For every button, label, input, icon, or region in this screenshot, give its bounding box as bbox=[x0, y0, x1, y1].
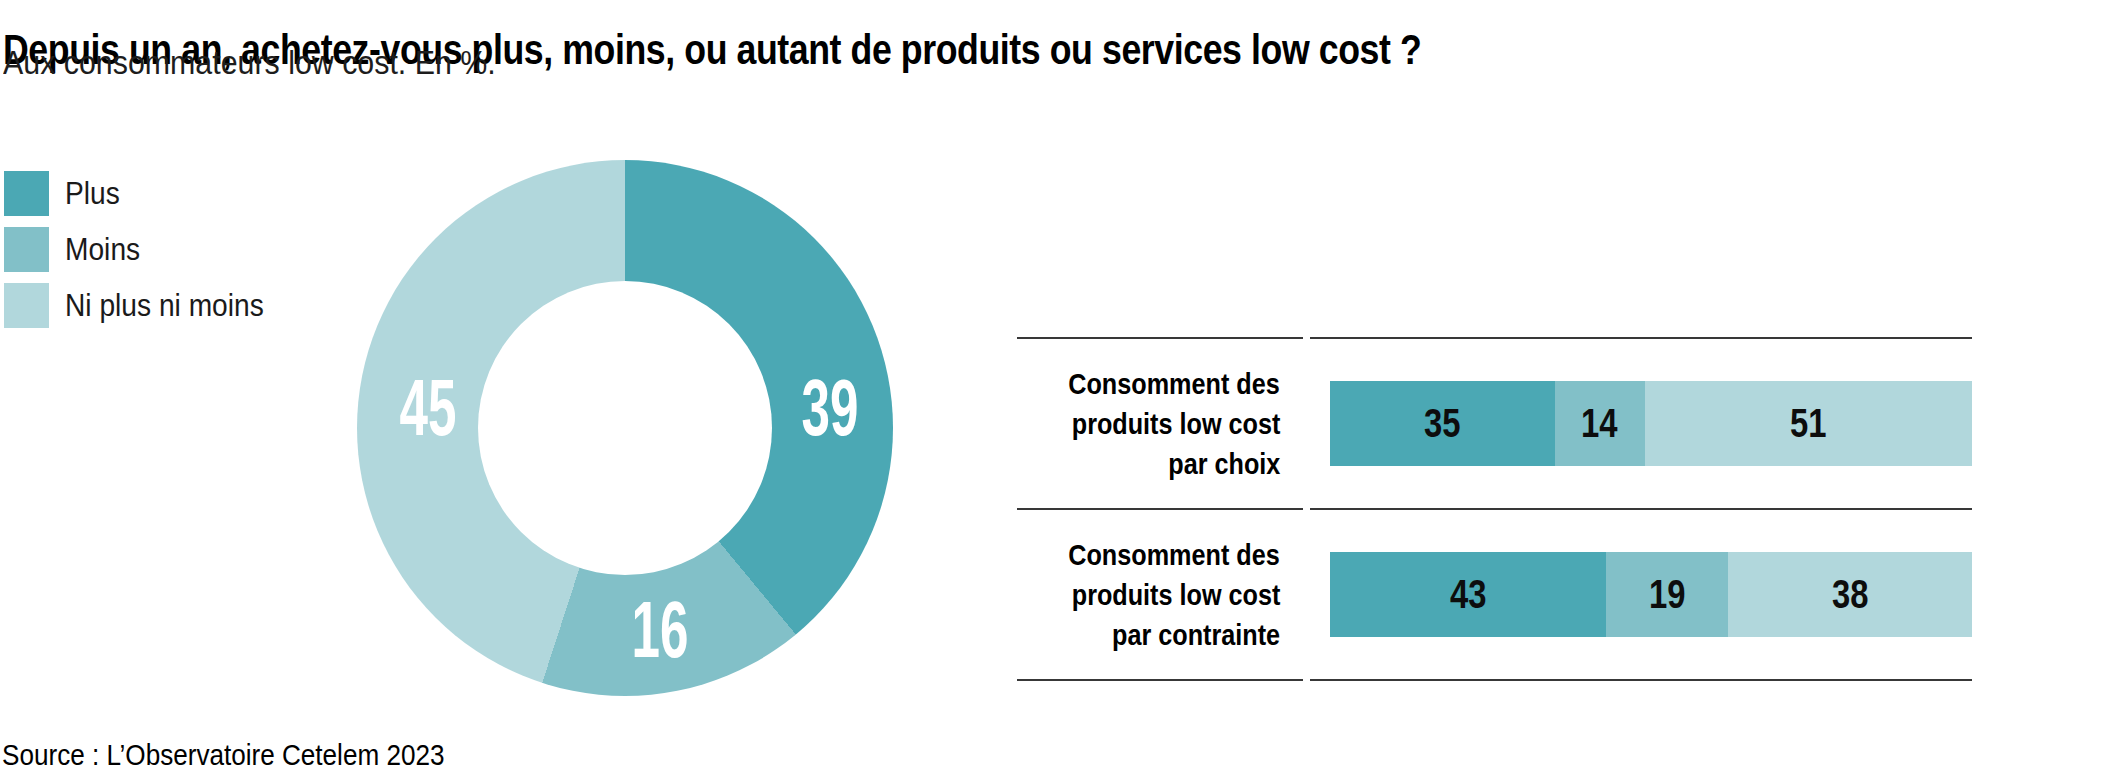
donut-hole bbox=[478, 281, 772, 575]
bar-row-label-line: par choix bbox=[1017, 444, 1280, 484]
page-subtitle: Aux consommateurs low cost. En %. bbox=[3, 44, 539, 82]
bar-segment-plus: 43 bbox=[1330, 552, 1606, 637]
bar-segment-value: 14 bbox=[1577, 401, 1622, 446]
legend: Plus Moins Ni plus ni moins bbox=[4, 171, 291, 328]
legend-label-text: Plus bbox=[65, 175, 120, 212]
bar-row-label-line: produits low cost bbox=[1017, 404, 1280, 444]
page-subtitle-text: Aux consommateurs low cost. En %. bbox=[3, 44, 496, 82]
bar-cell: 43 19 38 bbox=[1310, 508, 1972, 679]
bar-row-label-line: Consomment des bbox=[1017, 535, 1280, 575]
bar-track: 43 19 38 bbox=[1330, 552, 1972, 637]
bar-track: 35 14 51 bbox=[1330, 381, 1972, 466]
bar-row-label-line: Consomment des bbox=[1017, 364, 1280, 404]
infographic-page: { "header": { "title": "Depuis un an, ac… bbox=[0, 0, 2125, 781]
legend-item-moins: Moins bbox=[4, 227, 291, 272]
bar-segment-value: 43 bbox=[1446, 572, 1491, 617]
bar-row-label-line: par contrainte bbox=[1017, 615, 1280, 655]
legend-item-ni-plus-ni-moins: Ni plus ni moins bbox=[4, 283, 291, 328]
legend-swatch bbox=[4, 227, 49, 272]
bar-segment-plus: 35 bbox=[1330, 381, 1555, 466]
bar-segment-moins: 19 bbox=[1606, 552, 1728, 637]
bar-segment-value: 19 bbox=[1645, 572, 1690, 617]
bar-segment-moins: 14 bbox=[1555, 381, 1645, 466]
rule-segment bbox=[1017, 679, 1303, 681]
legend-swatch bbox=[4, 171, 49, 216]
legend-item-plus: Plus bbox=[4, 171, 291, 216]
bar-row-par-contrainte: Consomment des produits low cost par con… bbox=[1017, 508, 1972, 679]
legend-label-text: Moins bbox=[65, 231, 140, 268]
bar-row-par-choix: Consomment des produits low cost par cho… bbox=[1017, 337, 1972, 508]
bar-segment-value: 38 bbox=[1828, 572, 1873, 617]
stacked-bar-table: Consomment des produits low cost par cho… bbox=[1017, 337, 1972, 679]
rule-segment bbox=[1310, 679, 1972, 681]
source-note: Source : L’Observatoire Cetelem 2023 bbox=[2, 739, 494, 772]
source-note-text: Source : L’Observatoire Cetelem 2023 bbox=[2, 739, 444, 772]
donut-value-moins: 16 bbox=[632, 590, 689, 670]
bar-row-label: Consomment des produits low cost par con… bbox=[1017, 508, 1303, 679]
donut-value-ni-plus-ni-moins: 45 bbox=[400, 368, 457, 448]
bar-row-label: Consomment des produits low cost par cho… bbox=[1017, 337, 1303, 508]
bar-row-label-line: produits low cost bbox=[1017, 575, 1280, 615]
donut-value-plus: 39 bbox=[802, 368, 859, 448]
bar-segment-value: 51 bbox=[1786, 401, 1831, 446]
legend-label: Ni plus ni moins bbox=[65, 287, 291, 324]
bar-cell: 35 14 51 bbox=[1310, 337, 1972, 508]
legend-label: Plus bbox=[65, 175, 127, 212]
bar-segment-ni-plus-ni-moins: 38 bbox=[1728, 552, 1972, 637]
donut-chart: 39 16 45 bbox=[357, 160, 893, 696]
bar-segment-value: 35 bbox=[1420, 401, 1465, 446]
legend-label-text: Ni plus ni moins bbox=[65, 287, 264, 324]
legend-swatch bbox=[4, 283, 49, 328]
bar-segment-ni-plus-ni-moins: 51 bbox=[1645, 381, 1972, 466]
legend-label: Moins bbox=[65, 231, 150, 268]
